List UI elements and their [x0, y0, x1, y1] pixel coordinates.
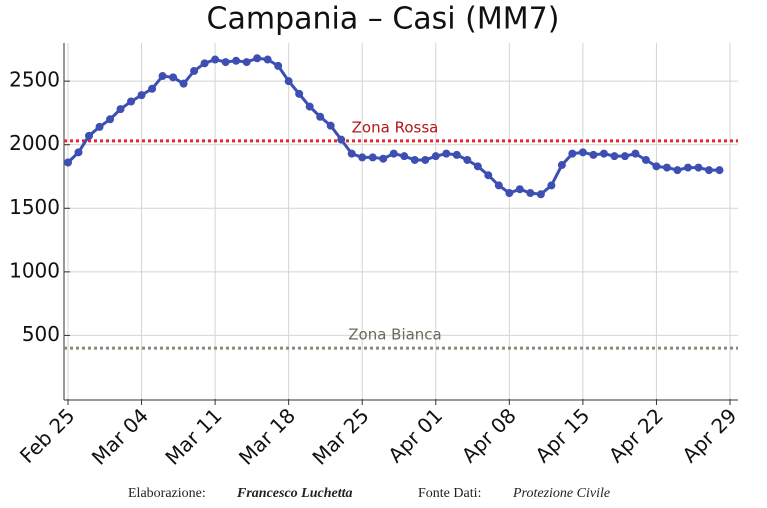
data-point	[505, 189, 514, 198]
x-tick-label: Apr 15	[530, 403, 594, 467]
data-point	[484, 171, 493, 180]
data-point	[116, 105, 125, 114]
x-tick-label: Mar 11	[160, 403, 226, 469]
data-point	[526, 189, 535, 198]
x-tick-label: Apr 29	[677, 403, 741, 467]
y-tick-label: 2500	[9, 68, 60, 92]
x-tick-label: Mar 04	[87, 403, 153, 469]
y-tick-label: 500	[22, 322, 60, 346]
data-point	[431, 152, 440, 161]
data-point	[127, 97, 136, 106]
data-point	[169, 73, 178, 82]
data-point	[253, 54, 262, 63]
reference-label: Zona Rossa	[352, 118, 439, 136]
data-point	[410, 155, 419, 164]
footer-source-label: Fonte Dati:	[418, 486, 481, 501]
data-point	[536, 190, 545, 199]
data-point	[557, 161, 566, 170]
data-point	[368, 153, 377, 162]
data-point	[641, 155, 650, 164]
data-point	[158, 72, 167, 81]
data-point	[200, 59, 209, 68]
chart-title: Campania – Casi (MM7)	[207, 2, 560, 37]
data-point	[179, 79, 188, 88]
data-point	[211, 55, 220, 64]
data-point	[463, 155, 472, 164]
data-point	[715, 166, 724, 175]
data-point	[620, 152, 629, 161]
data-point	[694, 163, 703, 172]
data-point	[494, 181, 503, 190]
x-tick-label: Mar 25	[307, 403, 373, 469]
data-point	[578, 148, 587, 157]
data-point	[85, 131, 94, 140]
data-point	[599, 149, 608, 158]
data-point	[74, 148, 83, 157]
data-point	[232, 56, 241, 65]
data-point	[400, 152, 409, 161]
x-tick-label: Apr 08	[457, 403, 521, 467]
data-point	[683, 163, 692, 172]
footer-author: Francesco Luchetta	[236, 486, 353, 501]
data-point	[242, 58, 251, 67]
data-point	[442, 149, 451, 158]
x-tick-label: Apr 01	[383, 403, 447, 467]
data-point	[64, 158, 72, 167]
data-point	[95, 122, 104, 131]
data-point	[547, 181, 556, 190]
y-tick-label: 2000	[9, 131, 60, 155]
footer-author-label: Elaborazione:	[128, 486, 206, 501]
data-point	[305, 102, 314, 111]
x-tick-label: Mar 18	[234, 403, 300, 469]
data-point	[137, 91, 146, 100]
data-point	[221, 58, 230, 67]
data-point	[263, 55, 272, 64]
data-point	[452, 150, 461, 159]
data-point	[704, 166, 713, 175]
data-point	[347, 149, 356, 158]
data-point	[274, 61, 283, 70]
data-point	[673, 166, 682, 175]
data-point	[389, 149, 398, 158]
data-point	[610, 152, 619, 161]
reference-label: Zona Bianca	[348, 326, 442, 344]
data-point	[284, 77, 293, 86]
data-point	[106, 115, 115, 124]
data-point	[662, 163, 671, 172]
y-tick-label: 1500	[9, 195, 60, 219]
data-point	[326, 121, 335, 130]
x-tick-label: Feb 25	[15, 403, 80, 468]
y-tick-label: 1000	[9, 258, 60, 282]
data-point	[652, 162, 661, 171]
data-point	[148, 84, 157, 93]
data-point	[589, 150, 598, 159]
data-point	[337, 135, 346, 144]
data-point	[473, 162, 482, 171]
data-point	[379, 154, 388, 163]
data-point	[515, 185, 524, 194]
x-tick-label: Apr 22	[604, 403, 668, 467]
footer-source: Protezione Civile	[512, 486, 610, 501]
data-point	[358, 153, 367, 162]
data-point	[295, 89, 304, 98]
data-point	[421, 155, 430, 164]
data-point	[316, 112, 325, 121]
data-point	[568, 149, 577, 158]
data-point	[190, 66, 199, 75]
data-point	[631, 149, 640, 158]
